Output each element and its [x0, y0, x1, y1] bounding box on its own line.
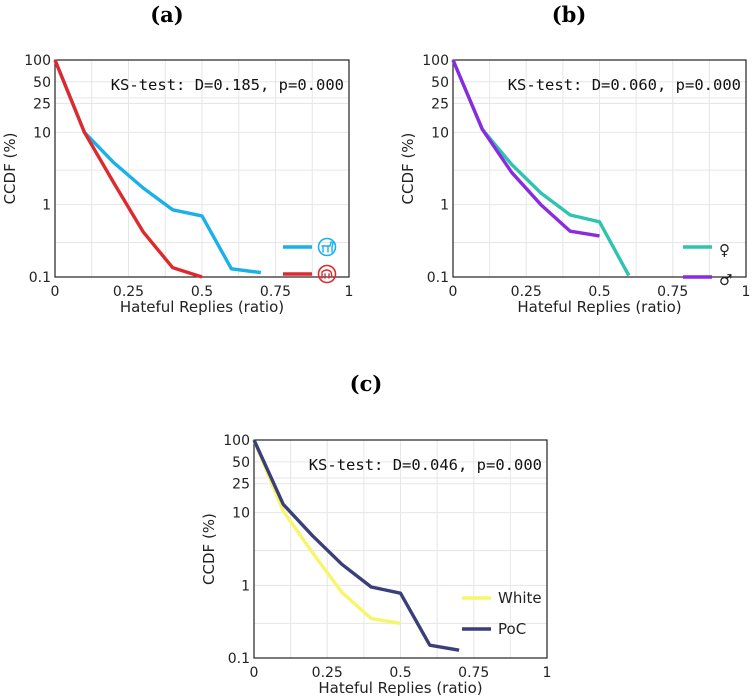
y-tick-label: 100	[24, 53, 51, 69]
y-tick-label: 1	[440, 198, 449, 214]
ks-test-annotation: KS-test: D=0.046, p=0.000	[309, 456, 542, 474]
y-tick-label: 50	[33, 75, 51, 91]
x-tick-label: 0.5	[389, 665, 411, 681]
series-line-2	[252, 439, 460, 652]
x-tick-label: 0.5	[191, 284, 213, 300]
y-tick-label: 25	[431, 97, 449, 113]
y-tick-label: 100	[422, 53, 449, 69]
legend-label: ♀	[719, 241, 730, 259]
y-tick-label: 0.1	[427, 270, 449, 286]
legend-label: White	[498, 589, 542, 607]
elephant-shape	[321, 269, 333, 279]
x-tick-label: 0.75	[458, 665, 489, 681]
panel-label: (a)	[150, 2, 183, 27]
republican-elephant-icon	[317, 264, 337, 284]
series-line-1	[252, 439, 401, 625]
x-tick-label: 1	[345, 284, 354, 300]
y-tick-label: 1	[241, 578, 250, 594]
x-axis-title: Hateful Replies (ratio)	[517, 298, 681, 316]
y-axis-title: CCDF (%)	[399, 133, 417, 205]
x-tick-label: 0.25	[312, 665, 343, 681]
plot-frame	[253, 439, 548, 659]
y-axis-title: CCDF (%)	[1, 133, 19, 205]
x-tick-label: 0.5	[588, 284, 610, 300]
x-tick-label: 0	[449, 284, 458, 300]
ks-test-annotation: KS-test: D=0.060, p=0.000	[508, 76, 741, 94]
series-line-2	[451, 59, 600, 238]
x-tick-label: 0	[51, 284, 60, 300]
x-tick-label: 1	[543, 665, 552, 681]
y-tick-label: 50	[232, 455, 250, 471]
chart-panel-1: (a) 0 0.25 0.5 0.75 1 100 50 25 10 1 0.1 Hateful Rep…	[1, 2, 353, 316]
legend-label: PoC	[498, 620, 526, 638]
democrat-donkey-icon	[317, 237, 337, 257]
legend-label: ♂	[719, 271, 732, 289]
y-tick-label: 25	[232, 477, 250, 493]
y-tick-label: 100	[223, 433, 250, 449]
donkey-shape	[321, 240, 334, 253]
x-tick-label: 0.75	[260, 284, 291, 300]
x-axis-title: Hateful Replies (ratio)	[120, 298, 284, 316]
y-tick-label: 10	[232, 506, 250, 522]
x-axis-title: Hateful Replies (ratio)	[318, 679, 482, 697]
ks-test-annotation: KS-test: D=0.185, p=0.000	[111, 76, 344, 94]
x-tick-label: 1	[742, 284, 751, 300]
chart-panel-2: (b) 0 0.25 0.5 0.75 1 100 50 25 10 1 0.1 Hateful Rep…	[399, 2, 750, 316]
panel-label: (b)	[552, 2, 587, 27]
y-tick-label: 10	[431, 125, 449, 141]
panel-label: (c)	[350, 371, 383, 396]
y-tick-label: 50	[431, 75, 449, 91]
y-tick-label: 0.1	[228, 651, 250, 667]
x-tick-label: 0.25	[113, 284, 144, 300]
plot-frame	[452, 59, 747, 278]
series-line-2	[53, 59, 203, 279]
y-axis-title: CCDF (%)	[200, 513, 218, 585]
x-tick-label: 0	[250, 665, 259, 681]
chart-panel-3: (c) 0 0.25 0.5 0.75 1 100 50 25 10 1 0.1 Hateful Rep…	[200, 371, 551, 697]
x-tick-label: 0.25	[511, 284, 542, 300]
y-tick-label: 1	[42, 198, 51, 214]
y-tick-label: 25	[33, 97, 51, 113]
y-tick-label: 0.1	[29, 270, 51, 286]
x-tick-label: 0.75	[657, 284, 688, 300]
y-tick-label: 10	[33, 125, 51, 141]
